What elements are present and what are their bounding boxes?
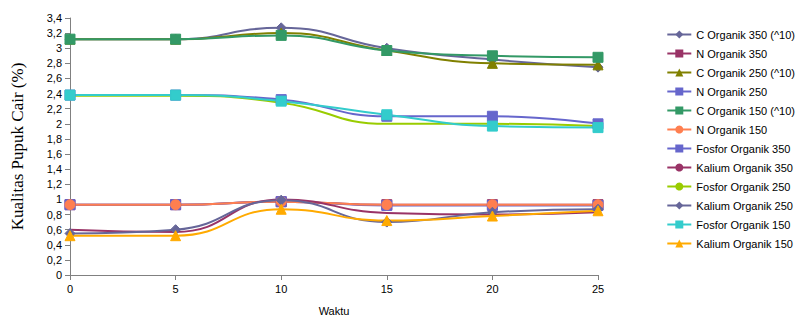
svg-text:C Organik 150 (^10): C Organik 150 (^10) xyxy=(696,105,795,117)
svg-text:Waktu: Waktu xyxy=(319,305,350,317)
svg-text:0,6: 0,6 xyxy=(47,224,62,236)
svg-text:0,2: 0,2 xyxy=(47,254,62,266)
svg-text:3,4: 3,4 xyxy=(47,12,62,24)
svg-text:N Organik 150: N Organik 150 xyxy=(696,124,767,136)
svg-text:Kalium Organik 250: Kalium Organik 250 xyxy=(696,200,793,212)
svg-text:0,4: 0,4 xyxy=(47,239,62,251)
svg-text:3,2: 3,2 xyxy=(47,27,62,39)
svg-text:1,6: 1,6 xyxy=(47,148,62,160)
svg-text:2,4: 2,4 xyxy=(47,88,62,100)
svg-text:Kalium Organik 350: Kalium Organik 350 xyxy=(696,162,793,174)
svg-text:Fosfor Organik 150: Fosfor Organik 150 xyxy=(696,219,790,231)
svg-text:C Organik 350 (^10): C Organik 350 (^10) xyxy=(696,29,795,41)
svg-text:2,6: 2,6 xyxy=(47,72,62,84)
svg-text:1,4: 1,4 xyxy=(47,163,62,175)
svg-text:C Organik 250 (^10): C Organik 250 (^10) xyxy=(696,67,795,79)
svg-text:0: 0 xyxy=(67,283,73,295)
svg-text:1,8: 1,8 xyxy=(47,133,62,145)
svg-text:N Organik 350: N Organik 350 xyxy=(696,48,767,60)
svg-text:2,2: 2,2 xyxy=(47,103,62,115)
svg-text:N Organik 250: N Organik 250 xyxy=(696,86,767,98)
svg-text:1: 1 xyxy=(56,193,62,205)
svg-text:1,2: 1,2 xyxy=(47,178,62,190)
svg-text:25: 25 xyxy=(592,283,604,295)
svg-text:0: 0 xyxy=(56,269,62,281)
svg-text:2,8: 2,8 xyxy=(47,57,62,69)
svg-text:Kualitas Pupuk Cair (%): Kualitas Pupuk Cair (%) xyxy=(8,63,27,231)
svg-text:Fosfor Organik 350: Fosfor Organik 350 xyxy=(696,143,790,155)
svg-text:0,8: 0,8 xyxy=(47,209,62,221)
svg-text:5: 5 xyxy=(173,283,179,295)
svg-text:Kalium Organik 150: Kalium Organik 150 xyxy=(696,238,793,250)
svg-text:15: 15 xyxy=(381,283,393,295)
svg-text:10: 10 xyxy=(275,283,287,295)
svg-text:3: 3 xyxy=(56,42,62,54)
svg-text:2: 2 xyxy=(56,118,62,130)
svg-text:20: 20 xyxy=(486,283,498,295)
svg-text:Fosfor Organik 250: Fosfor Organik 250 xyxy=(696,181,790,193)
